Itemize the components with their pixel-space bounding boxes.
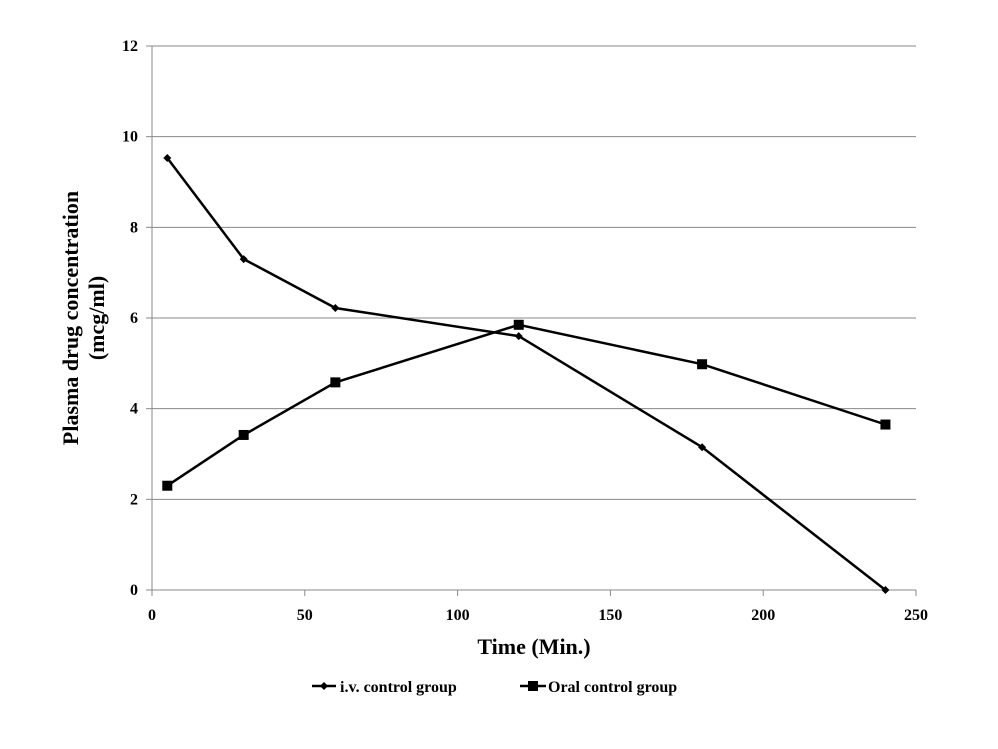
gridlines: [152, 45, 916, 500]
x-tick-label: 0: [148, 607, 156, 624]
legend-label-iv: i.v. control group: [340, 679, 457, 696]
data-point-diamond: [239, 255, 248, 264]
data-point-square: [697, 359, 708, 370]
data-point-diamond: [163, 153, 172, 162]
y-tick-label: 0: [130, 582, 138, 599]
data-point-diamond: [698, 443, 707, 452]
x-axis-title: Time (Min.): [477, 634, 590, 659]
y-tick-labels: 0 2 4 6 8 10 12: [122, 38, 152, 599]
y-axis-title-line-2: (mcg/ml): [84, 276, 109, 360]
y-tick-label: 12: [122, 38, 138, 55]
data-point-square: [162, 480, 173, 491]
x-tick-label: 200: [751, 607, 775, 624]
series-line: [166, 157, 887, 591]
x-tick-label: 50: [297, 607, 313, 624]
legend-diamond-marker: [320, 682, 328, 690]
x-tick-label: 100: [446, 607, 470, 624]
x-tick-label: 150: [598, 607, 622, 624]
legend-square-marker: [528, 681, 538, 691]
data-point-square: [238, 429, 249, 440]
x-tick-label: 250: [904, 607, 928, 624]
legend-entry-iv: i.v. control group: [312, 679, 457, 696]
y-axis-title-line-1: Plasma drug concentration: [58, 191, 83, 445]
y-tick-label: 2: [130, 491, 138, 508]
x-tick-labels: 0 50 100 150 200 250: [148, 590, 928, 624]
series-oral: [162, 319, 891, 491]
legend-entry-oral: Oral control group: [520, 679, 677, 696]
data-point-square: [880, 419, 891, 430]
y-tick-label: 10: [122, 129, 138, 146]
data-point-diamond: [331, 304, 340, 313]
y-tick-label: 4: [130, 401, 138, 418]
data-point-square: [330, 377, 341, 388]
data-point-diamond: [514, 332, 523, 341]
legend-label-oral: Oral control group: [548, 679, 677, 696]
series-iv: [163, 153, 890, 594]
legend: i.v. control group Oral control group: [312, 679, 677, 696]
y-tick-label: 6: [130, 310, 138, 327]
y-axis-title: Plasma drug concentration (mcg/ml): [58, 191, 109, 445]
data-point-diamond: [881, 586, 890, 594]
series-line: [166, 323, 886, 487]
y-tick-label: 8: [130, 219, 138, 236]
data-point-square: [513, 319, 524, 330]
plot-series: [162, 153, 891, 594]
